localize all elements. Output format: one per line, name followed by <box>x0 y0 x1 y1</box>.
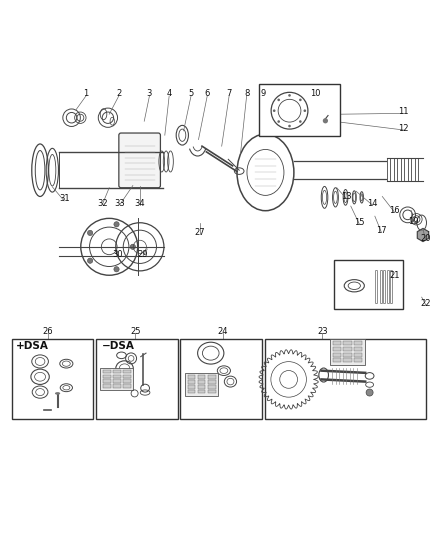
Bar <box>332 341 340 345</box>
Bar <box>123 370 131 373</box>
Circle shape <box>277 99 279 101</box>
FancyBboxPatch shape <box>119 133 160 188</box>
Circle shape <box>87 258 92 263</box>
Bar <box>187 385 195 389</box>
Circle shape <box>322 118 327 124</box>
Text: 11: 11 <box>397 107 408 116</box>
Bar <box>113 370 120 373</box>
Bar <box>332 347 340 351</box>
Text: 8: 8 <box>244 89 249 98</box>
Bar <box>185 373 218 396</box>
Text: 33: 33 <box>114 199 125 207</box>
Bar <box>113 379 120 383</box>
Text: 24: 24 <box>217 327 228 336</box>
Text: 27: 27 <box>194 228 205 237</box>
Bar <box>123 384 131 387</box>
Polygon shape <box>417 229 427 241</box>
Bar <box>343 358 351 362</box>
Text: 15: 15 <box>353 218 364 227</box>
Text: 1: 1 <box>83 89 88 98</box>
Bar <box>258 84 339 136</box>
Circle shape <box>303 109 305 112</box>
Bar <box>102 384 110 387</box>
Circle shape <box>365 389 372 396</box>
Text: +DSA: +DSA <box>16 341 49 351</box>
Bar <box>12 338 93 419</box>
Bar <box>197 380 205 384</box>
Bar <box>187 375 195 379</box>
Text: 22: 22 <box>420 299 430 308</box>
Bar <box>187 380 195 384</box>
Circle shape <box>130 244 135 249</box>
Text: 19: 19 <box>407 217 417 227</box>
Circle shape <box>272 109 275 112</box>
Circle shape <box>298 99 301 101</box>
Bar <box>207 385 215 389</box>
Bar <box>353 353 361 357</box>
Bar <box>343 347 351 351</box>
Text: 26: 26 <box>42 327 53 336</box>
Ellipse shape <box>55 392 60 395</box>
Text: 17: 17 <box>375 226 386 235</box>
Bar <box>180 338 261 419</box>
Text: 13: 13 <box>340 192 351 201</box>
Text: 31: 31 <box>59 194 69 203</box>
Circle shape <box>113 222 119 227</box>
Bar <box>102 370 110 373</box>
Bar <box>113 384 120 387</box>
Text: 10: 10 <box>310 89 320 98</box>
Bar <box>332 358 340 362</box>
Circle shape <box>288 125 290 127</box>
Text: 25: 25 <box>130 327 141 336</box>
Bar <box>333 261 403 309</box>
Bar <box>197 385 205 389</box>
Circle shape <box>87 230 92 236</box>
Text: 32: 32 <box>97 199 107 207</box>
Bar <box>123 375 131 378</box>
Bar <box>353 347 361 351</box>
Bar <box>113 375 120 378</box>
Bar <box>332 353 340 357</box>
Circle shape <box>288 94 290 96</box>
Bar <box>207 390 215 393</box>
Circle shape <box>298 120 301 123</box>
Bar <box>123 379 131 383</box>
Text: 34: 34 <box>134 199 145 207</box>
Text: 6: 6 <box>204 89 209 98</box>
Bar <box>187 390 195 393</box>
Bar <box>207 380 215 384</box>
Bar <box>102 379 110 383</box>
Text: 2: 2 <box>116 89 121 98</box>
Text: 9: 9 <box>260 89 265 98</box>
Text: 4: 4 <box>166 89 171 98</box>
Circle shape <box>113 266 119 272</box>
Bar <box>264 338 425 419</box>
Text: 29: 29 <box>138 250 148 259</box>
Text: 20: 20 <box>419 233 429 243</box>
Text: 30: 30 <box>113 250 123 259</box>
Text: 5: 5 <box>188 89 193 98</box>
Text: −DSA: −DSA <box>101 341 134 351</box>
Bar <box>100 368 133 390</box>
Bar <box>96 338 177 419</box>
Bar <box>197 390 205 393</box>
Bar <box>207 375 215 379</box>
Bar <box>353 341 361 345</box>
Text: 12: 12 <box>397 124 408 133</box>
Text: 3: 3 <box>146 89 152 98</box>
Text: 7: 7 <box>226 89 231 98</box>
Bar <box>353 358 361 362</box>
Bar <box>329 339 364 366</box>
Text: 23: 23 <box>316 327 327 336</box>
Bar <box>343 341 351 345</box>
Text: 14: 14 <box>367 199 377 207</box>
Circle shape <box>277 120 279 123</box>
Bar <box>197 375 205 379</box>
Bar <box>102 375 110 378</box>
Text: 16: 16 <box>389 206 399 215</box>
Bar <box>343 353 351 357</box>
Text: 21: 21 <box>389 271 399 280</box>
